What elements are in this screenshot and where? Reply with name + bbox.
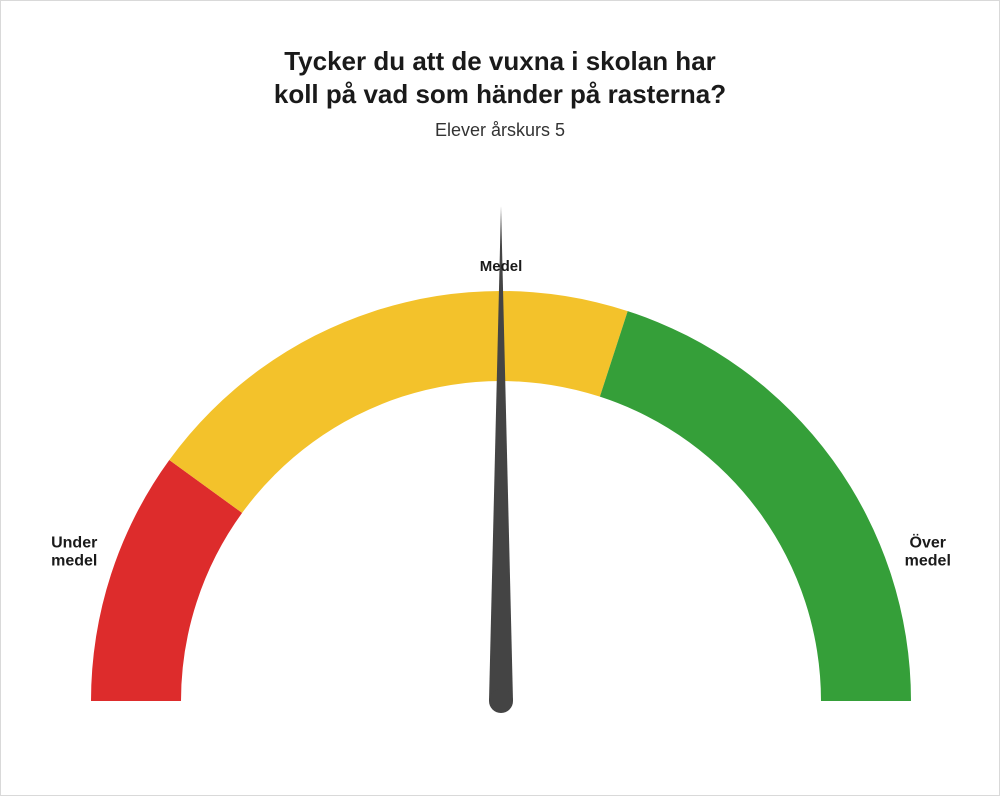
- gauge-chart: UndermedelMedelÖvermedel: [1, 1, 1000, 797]
- gauge-segment-2: [600, 311, 911, 701]
- gauge-needle: [489, 206, 513, 713]
- gauge-needle-hub: [489, 689, 513, 713]
- gauge-label-left-line2: medel: [51, 552, 97, 569]
- chart-frame: Tycker du att de vuxna i skolan har koll…: [0, 0, 1000, 796]
- gauge-label-right-line2: medel: [905, 552, 951, 569]
- gauge-needle-pointer: [489, 206, 513, 701]
- gauge-label-right-line1: Över: [910, 532, 946, 551]
- gauge-label-left-line1: Under: [51, 534, 97, 551]
- gauge-segment-1: [169, 291, 627, 513]
- gauge-label-top: Medel: [480, 258, 523, 275]
